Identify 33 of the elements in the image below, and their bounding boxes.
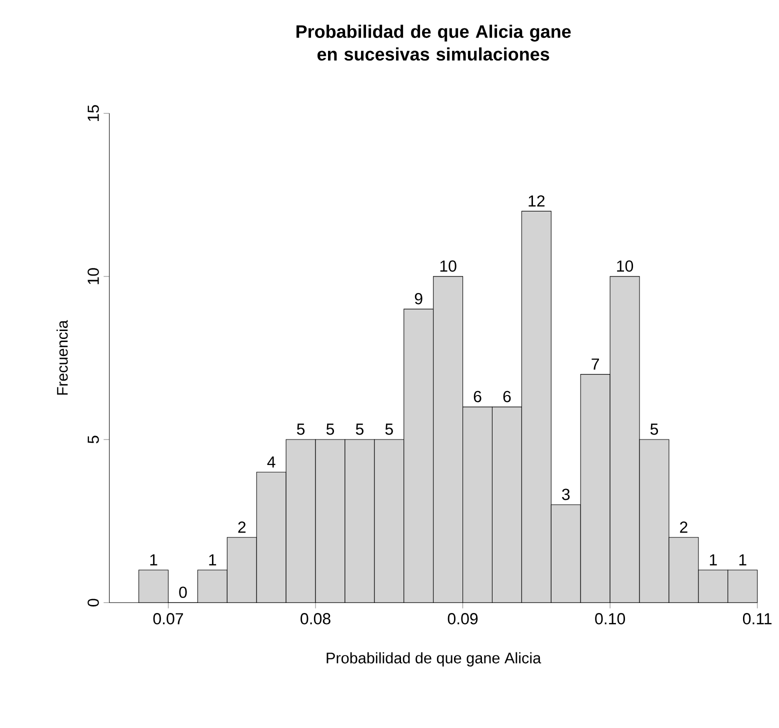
x-axis-title: Probabilidad de que gane Alicia: [326, 652, 542, 666]
data-label: 6: [503, 390, 511, 402]
y-tick-label: 10: [88, 268, 99, 284]
data-label: 1: [209, 554, 216, 566]
data-label: 1: [739, 554, 746, 566]
data-label: 10: [440, 260, 456, 272]
data-label: 10: [617, 260, 634, 272]
data-label: 1: [710, 554, 717, 566]
x-tick-label: 0.09: [448, 613, 478, 624]
data-label: 2: [680, 522, 688, 533]
data-label: 1: [150, 554, 158, 566]
data-label: 4: [267, 456, 276, 468]
y-tick-label: 0: [88, 598, 99, 606]
data-label: 5: [296, 424, 305, 435]
data-label: 5: [385, 424, 393, 435]
x-tick-label: 0.07: [153, 613, 184, 624]
data-label: 12: [528, 195, 545, 206]
data-label: 5: [650, 424, 658, 435]
data-label: 3: [562, 488, 570, 500]
data-label: 6: [474, 390, 482, 402]
y-tick-label: 5: [88, 436, 99, 444]
data-label: 7: [592, 358, 599, 370]
y-axis-title: Frecuencia: [56, 320, 68, 395]
chart-title: Probabilidad de que Alicia gane en sucesivas simulaciones: [296, 24, 571, 61]
data-label: 2: [238, 522, 246, 533]
data-label: 5: [326, 424, 334, 435]
x-tick-label: 0.11: [742, 613, 772, 624]
x-tick-label: 0.10: [595, 613, 626, 624]
data-label: 0: [179, 586, 187, 598]
x-tick-label: 0.08: [300, 613, 330, 624]
data-label: 9: [414, 293, 422, 304]
y-tick-label: 15: [88, 105, 99, 122]
data-label: 5: [356, 424, 364, 435]
